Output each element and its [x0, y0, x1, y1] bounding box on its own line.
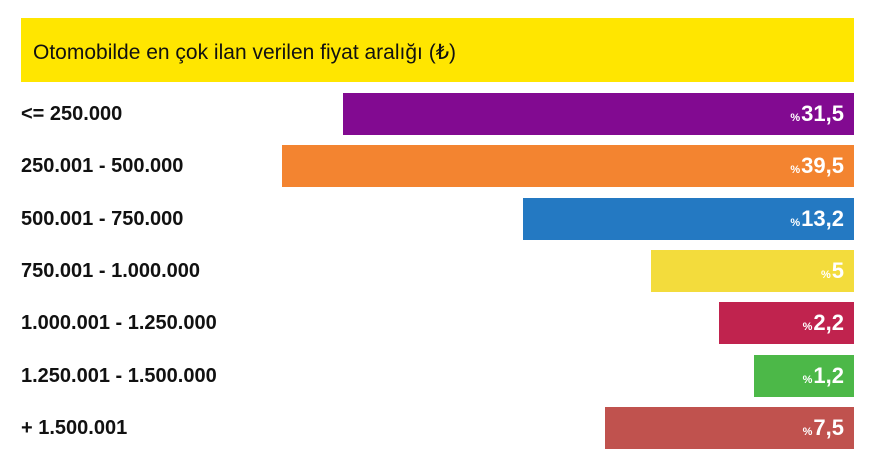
percent-prefix: % — [802, 321, 813, 334]
bar: %1,2 — [754, 354, 854, 397]
bar: %39,5 — [282, 145, 854, 188]
category-label: 1.250.001 - 1.500.000 — [21, 364, 217, 387]
bar: %5 — [650, 249, 854, 292]
category-label: 750.001 - 1.000.000 — [21, 259, 201, 282]
category-label: <= 250.000 — [21, 103, 123, 125]
percent-prefix: % — [802, 373, 813, 386]
category-label: 500.001 - 750.000 — [21, 207, 184, 230]
value-text: 13,2 — [801, 205, 844, 231]
data-label: %2,2 — [803, 302, 844, 348]
percent-prefix: % — [790, 216, 801, 229]
chart-title-banner: Otomobilde en çok ilan verilen fiyat ara… — [21, 18, 854, 82]
value-text: 7,5 — [813, 414, 844, 440]
percent-prefix: % — [802, 425, 813, 438]
value-text: 1,2 — [813, 362, 844, 388]
bar: %7,5 — [604, 406, 854, 449]
data-label: %5 — [821, 250, 844, 296]
data-label: %7,5 — [803, 407, 844, 453]
data-label: %31,5 — [790, 93, 844, 139]
percent-prefix: % — [820, 268, 831, 281]
value-text: 2,2 — [813, 310, 844, 336]
value-text: 5 — [831, 257, 844, 283]
category-label: 1.000.001 - 1.250.000 — [21, 312, 217, 335]
data-label: %39,5 — [790, 145, 844, 191]
bar: %13,2 — [523, 197, 854, 240]
bar: %2,2 — [719, 302, 854, 345]
value-text: 31,5 — [801, 101, 844, 126]
data-label: %1,2 — [803, 355, 844, 401]
category-label: + 1.500.001 — [21, 416, 128, 439]
bar: %31,5 — [343, 93, 854, 135]
percent-prefix: % — [790, 164, 801, 177]
chart-title: Otomobilde en çok ilan verilen fiyat ara… — [33, 41, 457, 64]
data-label: %13,2 — [790, 198, 844, 244]
category-label: 250.001 - 500.000 — [21, 155, 184, 178]
percent-prefix: % — [790, 112, 801, 124]
value-text: 39,5 — [801, 153, 844, 179]
